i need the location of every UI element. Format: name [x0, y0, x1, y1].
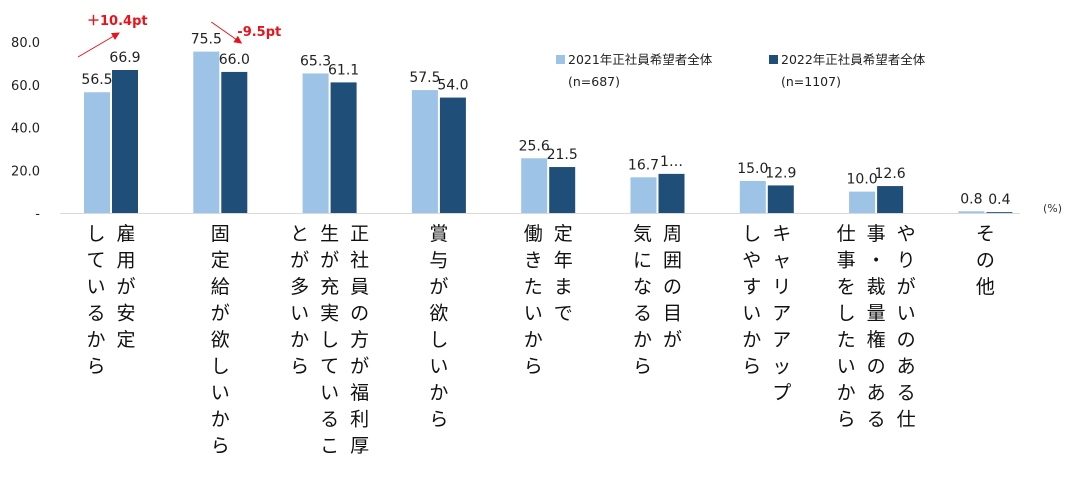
bar-value-label: 66.0 [219, 52, 250, 68]
bar-value-label: 12.9 [765, 165, 796, 181]
bar-2021 [958, 211, 985, 213]
bar-value-label: 66.9 [109, 50, 140, 66]
category-label: 仕事をしたいから [837, 223, 856, 431]
category-label: その他 [976, 223, 995, 298]
category-label: 雇用が安定 [116, 223, 135, 351]
y-tick-label: 40.0 [11, 122, 40, 137]
y-tick-label: - [35, 207, 40, 222]
bar-value-label: 61.1 [328, 62, 359, 78]
legend-sample-size: (n=1107) [781, 74, 841, 89]
legend-swatch [556, 55, 565, 64]
change-arrow [77, 32, 120, 58]
change-arrow [211, 21, 243, 44]
bar-2022 [658, 173, 685, 213]
bar-value-label: 0.4 [988, 192, 1010, 208]
legend-sample-size: (n=687) [568, 74, 620, 89]
category-label: 気になるから [633, 223, 652, 378]
bar-2022 [221, 71, 248, 213]
category-label: とが多いから [290, 223, 309, 378]
category-label: 働きたいから [524, 223, 543, 378]
bar-2021 [521, 158, 548, 213]
bar-value-label: 54.0 [437, 78, 468, 94]
legend-swatch [769, 55, 778, 64]
unit-label: (%) [1043, 202, 1062, 215]
y-tick-label: 60.0 [11, 79, 40, 94]
bar-value-label: 1… [660, 154, 683, 170]
legend-series-name: 2021年正社員希望者全体 [568, 52, 713, 67]
bar-2021 [739, 180, 766, 213]
bar-2021 [411, 90, 438, 213]
y-tick-label: 20.0 [11, 164, 40, 179]
category-label: しやすいから [742, 223, 761, 378]
bar-value-label: 0.8 [960, 191, 982, 207]
bar-2021 [193, 51, 220, 214]
change-annotation: -9.5pt [237, 25, 281, 40]
category-label: 固定給が欲しいから [211, 223, 230, 457]
bar-2022 [549, 167, 576, 213]
annotations: ＋10.4pt -9.5pt [77, 14, 281, 58]
bar-2022 [112, 70, 138, 213]
bar-value-label: 57.5 [409, 70, 440, 86]
category-label: 賞与が欲しいから [429, 223, 448, 431]
bar-value-label: 15.0 [737, 161, 768, 177]
change-annotation: ＋10.4pt [87, 14, 148, 29]
bar-value-label: 16.7 [628, 157, 659, 173]
category-label: 周囲の目が [663, 223, 682, 351]
bar-2022 [986, 212, 1013, 213]
y-axis: 80.0 60.0 40.0 20.0 - [11, 36, 1020, 222]
legend-series-name: 2022年正社員希望者全体 [781, 52, 926, 67]
bar-value-label: 75.5 [191, 32, 222, 48]
category-label: 事・裁量権のある [867, 223, 886, 431]
category-label: しているから [86, 223, 105, 378]
bar-2021 [84, 92, 110, 213]
bar-value-label: 12.6 [875, 166, 906, 182]
value-labels: 56.5 66.9 75.5 66.0 65.361.1 57.554.0 25.621.5… [81, 32, 1010, 209]
bar-value-label: 10.0 [847, 172, 878, 188]
bars [84, 51, 1013, 214]
bar-value-label: 65.3 [300, 53, 331, 69]
category-label: やりがいのある仕 [897, 223, 916, 431]
bar-2021 [630, 177, 657, 213]
bar-2022 [439, 97, 466, 213]
category-label: 正社員の方が福利厚 [350, 223, 369, 457]
bar-2022 [767, 185, 794, 213]
bar-2022 [330, 82, 357, 214]
category-label: 生が充実しているこ [320, 223, 339, 457]
bar-2022 [877, 186, 904, 213]
bar-value-label: 56.5 [81, 72, 112, 88]
category-label: キャリアアップ [772, 223, 791, 404]
y-tick-label: 80.0 [11, 36, 40, 51]
legend: 2021年正社員希望者全体 (n=687) 2022年正社員希望者全体 (n=1107… [556, 52, 926, 89]
category-label: 定年まで [554, 223, 573, 325]
bar-value-label: 25.6 [519, 138, 550, 154]
bar-2021 [849, 191, 876, 213]
bar-value-label: 21.5 [547, 147, 578, 163]
bar-2021 [302, 73, 329, 213]
